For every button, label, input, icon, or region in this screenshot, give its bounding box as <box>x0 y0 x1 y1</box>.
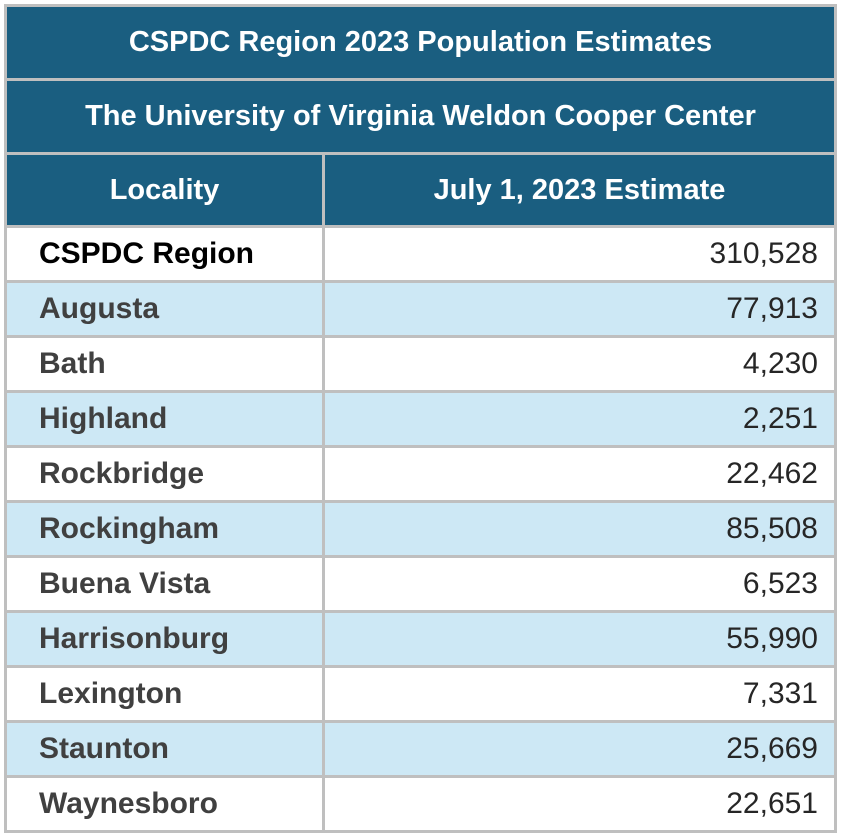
table-row: Bath 4,230 <box>4 335 837 393</box>
estimate-cell: 22,462 <box>322 445 837 503</box>
population-table: CSPDC Region 2023 Population Estimates T… <box>4 4 837 833</box>
locality-cell: Highland <box>4 390 325 448</box>
table-row: Staunton 25,669 <box>4 720 837 778</box>
column-header-estimate: July 1, 2023 Estimate <box>322 152 837 228</box>
locality-cell: Lexington <box>4 665 325 723</box>
estimate-cell: 2,251 <box>322 390 837 448</box>
table-row: Waynesboro 22,651 <box>4 775 837 833</box>
locality-cell: Augusta <box>4 280 325 338</box>
estimate-cell: 77,913 <box>322 280 837 338</box>
table-row: Harrisonburg 55,990 <box>4 610 837 668</box>
estimate-cell: 310,528 <box>322 225 837 283</box>
locality-cell: Rockbridge <box>4 445 325 503</box>
estimate-cell: 85,508 <box>322 500 837 558</box>
table-row: Rockbridge 22,462 <box>4 445 837 503</box>
estimate-cell: 22,651 <box>322 775 837 833</box>
table-row: Buena Vista 6,523 <box>4 555 837 613</box>
table-title: CSPDC Region 2023 Population Estimates <box>4 4 837 81</box>
table-row: Lexington 7,331 <box>4 665 837 723</box>
locality-cell: Staunton <box>4 720 325 778</box>
table-row: Highland 2,251 <box>4 390 837 448</box>
locality-cell: Bath <box>4 335 325 393</box>
table-row: Augusta 77,913 <box>4 280 837 338</box>
locality-cell: Waynesboro <box>4 775 325 833</box>
estimate-cell: 4,230 <box>322 335 837 393</box>
table-body: CSPDC Region 310,528 Augusta 77,913 Bath 4,23… <box>4 225 837 833</box>
column-header-locality: Locality <box>4 152 325 228</box>
estimate-cell: 6,523 <box>322 555 837 613</box>
estimate-cell: 7,331 <box>322 665 837 723</box>
locality-cell: Rockingham <box>4 500 325 558</box>
locality-cell: Buena Vista <box>4 555 325 613</box>
table-subtitle: The University of Virginia Weldon Cooper… <box>4 78 837 155</box>
locality-cell: CSPDC Region <box>4 225 325 283</box>
estimate-cell: 25,669 <box>322 720 837 778</box>
table-row-total: CSPDC Region 310,528 <box>4 225 837 283</box>
estimate-cell: 55,990 <box>322 610 837 668</box>
table-row: Rockingham 85,508 <box>4 500 837 558</box>
locality-cell: Harrisonburg <box>4 610 325 668</box>
